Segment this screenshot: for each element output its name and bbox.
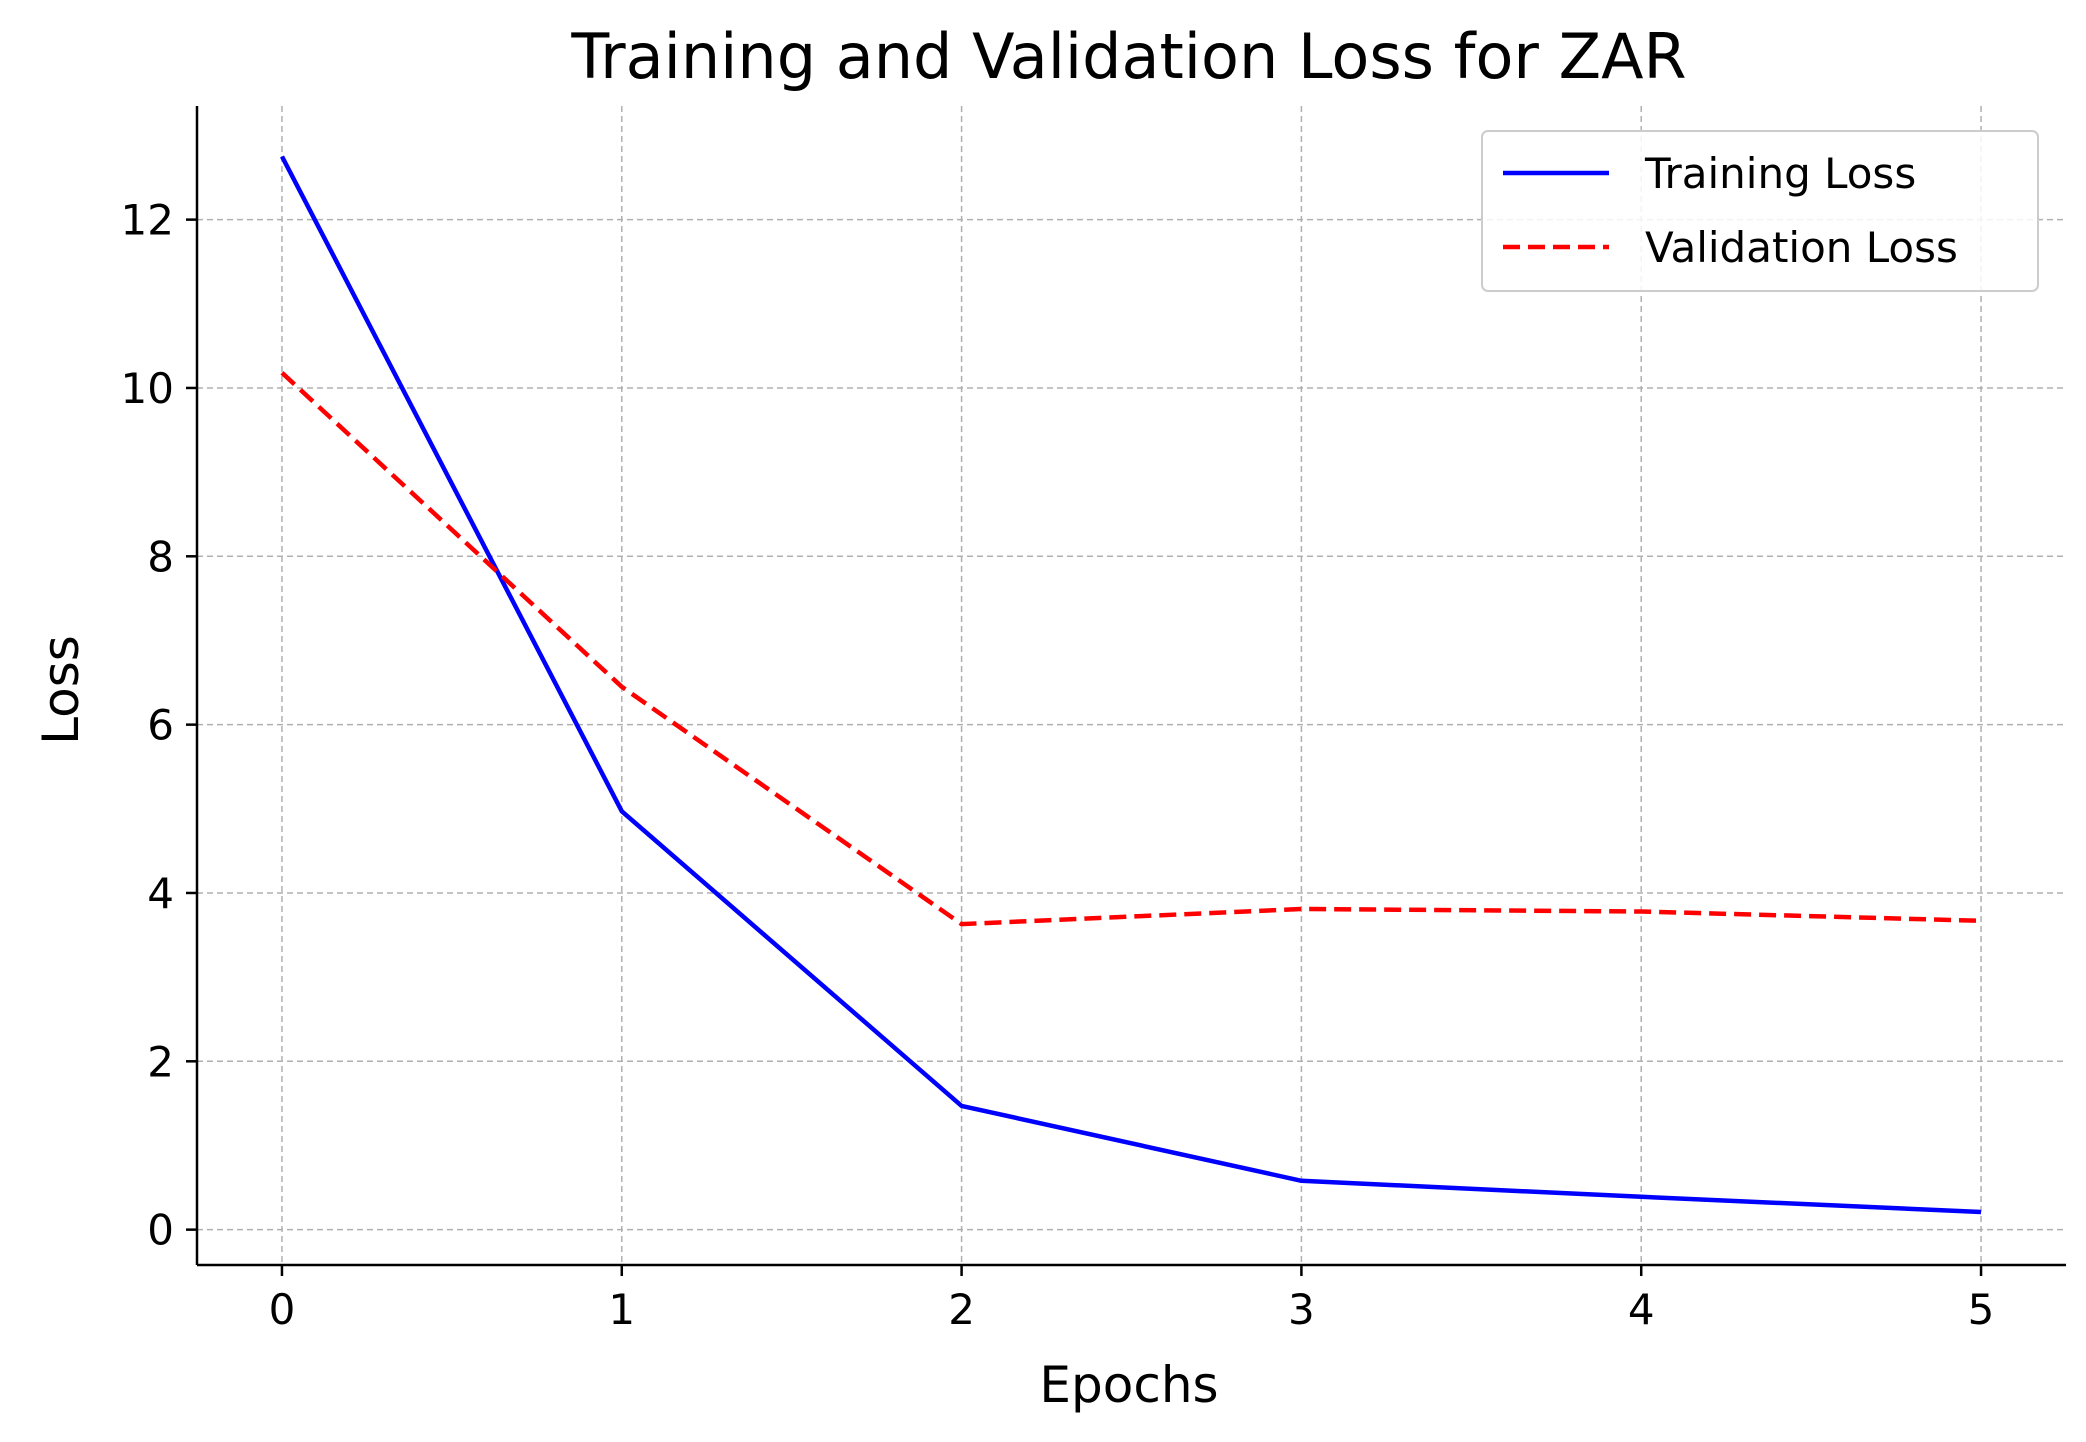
legend-label-training-loss: Training Loss: [1644, 149, 1916, 198]
x-tick-label: 0: [269, 1285, 296, 1334]
y-tick-label: 2: [147, 1037, 174, 1086]
grid-layer: [197, 106, 2066, 1265]
y-tick-label: 10: [121, 364, 174, 413]
data-point-training-loss: [1978, 1209, 1984, 1215]
data-point-validation-loss: [1978, 918, 1984, 924]
data-point-training-loss: [619, 808, 625, 814]
data-point-training-loss: [1638, 1194, 1644, 1200]
series-layer: [279, 154, 1984, 1215]
data-point-validation-loss: [279, 370, 285, 376]
data-point-validation-loss: [1298, 906, 1304, 912]
y-tick-label: 4: [147, 869, 174, 918]
axes-layer: [195, 106, 2066, 1267]
data-point-training-loss: [1298, 1178, 1304, 1184]
y-tick-label: 0: [147, 1206, 174, 1255]
data-point-training-loss: [279, 154, 285, 160]
legend-box: [1481, 130, 2039, 292]
x-axis-label: Epochs: [1039, 1356, 1218, 1414]
series-line-validation-loss: [280, 371, 1982, 927]
x-tick-label: 3: [1288, 1285, 1315, 1334]
y-tick-label: 6: [147, 701, 174, 750]
x-tick-label: 5: [1968, 1285, 1995, 1334]
series-line-training-loss: [280, 155, 1982, 1215]
data-point-validation-loss: [959, 921, 965, 927]
data-point-validation-loss: [619, 684, 625, 690]
data-point-training-loss: [959, 1103, 965, 1109]
legend-label-validation-loss: Validation Loss: [1645, 223, 1958, 272]
x-tick-label: 4: [1628, 1285, 1655, 1334]
legend: Training Loss Validation Loss: [1481, 130, 2039, 292]
y-axis-label: Loss: [32, 635, 90, 745]
y-tick-label: 8: [147, 532, 174, 581]
chart-title: Training and Validation Loss for ZAR: [570, 20, 1686, 93]
data-point-validation-loss: [1638, 908, 1644, 914]
x-tick-label: 2: [948, 1285, 975, 1334]
x-tick-label: 1: [608, 1285, 635, 1334]
y-tick-label: 12: [121, 196, 174, 245]
